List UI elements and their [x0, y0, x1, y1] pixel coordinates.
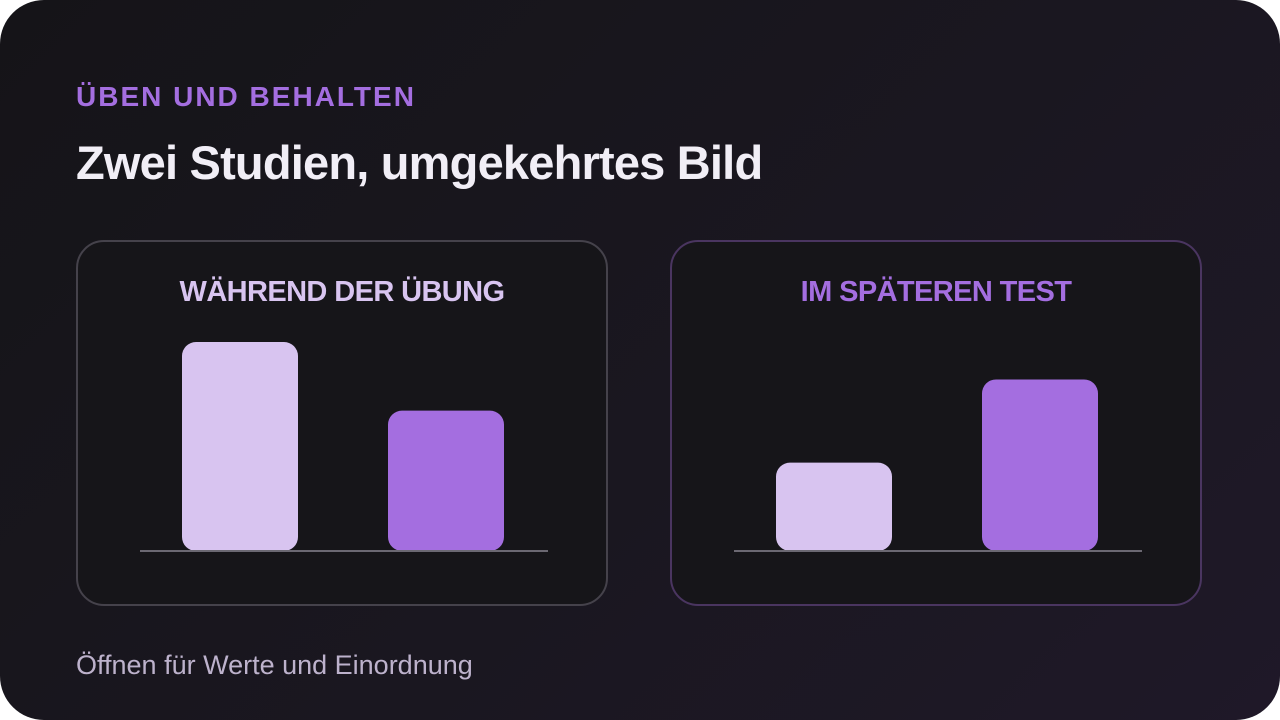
- slide-title: Zwei Studien, umgekehrtes Bild: [76, 136, 763, 189]
- details-hint[interactable]: Öffnen für Werte und Einordnung: [76, 650, 473, 680]
- bar-later-test-1: [776, 462, 892, 551]
- bar-practice-1: [182, 342, 298, 551]
- chart-panel-later-test: IM SPÄTEREN TEST: [670, 240, 1202, 606]
- eyebrow-label: ÜBEN UND BEHALTEN: [76, 81, 416, 112]
- chart-title-later-test: IM SPÄTEREN TEST: [800, 276, 1072, 308]
- chart-panel-practice: WÄHREND DER ÜBUNG: [76, 240, 608, 606]
- chart-title-practice: WÄHREND DER ÜBUNG: [179, 276, 506, 308]
- bar-practice-2: [388, 410, 504, 551]
- bar-chart-later-test: [734, 379, 1142, 552]
- bar-chart-practice: [140, 342, 548, 552]
- bar-later-test-2: [982, 379, 1098, 551]
